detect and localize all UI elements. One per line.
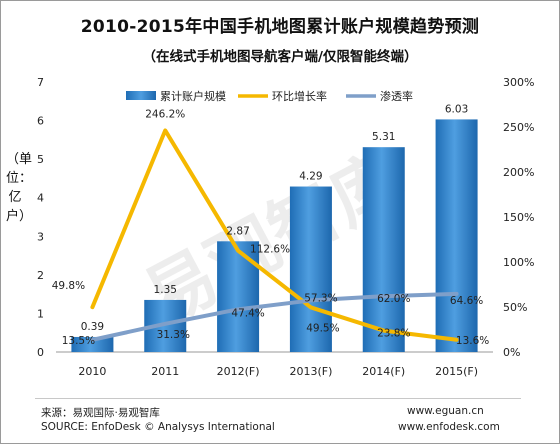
y2-tick-label: 300% <box>503 76 534 89</box>
source-cn: 来源：易观国际·易观智库 <box>41 407 160 419</box>
penetration-rate-label: 13.5% <box>62 335 95 347</box>
penetration-rate-label: 62.0% <box>377 293 410 305</box>
bar-value-label: 5.31 <box>372 131 395 143</box>
x-tick-label: 2012(F) <box>217 365 260 378</box>
growth-rate-label: 13.6% <box>456 335 489 347</box>
chart-subtitle: （在线式手机地图导航客户端/仅限智能终端） <box>142 49 418 65</box>
y-tick-label: 5 <box>37 153 44 166</box>
chart-title: 2010-2015年中国手机地图累计账户规模趋势预测 <box>80 17 480 37</box>
penetration-rate-label: 57.3% <box>304 292 337 304</box>
growth-rate-label: 49.8% <box>52 280 85 292</box>
y2-tick-label: 0% <box>503 346 520 359</box>
growth-rate-label: 112.6% <box>250 244 290 256</box>
legend-label-bar: 累计账户规模 <box>160 89 226 103</box>
bar-value-label: 6.03 <box>445 103 468 115</box>
bar <box>435 119 478 353</box>
x-tick-label: 2011 <box>151 365 179 378</box>
footer-url-enfodesk[interactable]: www.enfodesk.com <box>398 421 500 433</box>
penetration-rate-label: 47.4% <box>231 307 264 319</box>
source-en: SOURCE: EnfoDesk © Analysys Internationa… <box>41 421 275 433</box>
y-tick-label: 0 <box>37 346 44 359</box>
y-tick-label: 3 <box>37 230 44 243</box>
y-tick-label: 7 <box>37 76 44 89</box>
y-tick-label: 1 <box>37 307 44 320</box>
bar-value-label: 4.29 <box>299 171 322 183</box>
growth-rate-label: 246.2% <box>145 108 185 120</box>
growth-rate-label: 49.5% <box>306 322 339 334</box>
legend-label-penetration: 渗透率 <box>380 89 413 103</box>
footer-url-eguan[interactable]: www.eguan.cn <box>407 405 484 417</box>
x-tick-label: 2014(F) <box>362 365 405 378</box>
legend-label-growth: 环比增长率 <box>272 89 327 103</box>
bar <box>71 336 114 352</box>
growth-rate-label: 23.8% <box>377 328 410 340</box>
y2-tick-label: 100% <box>503 256 534 269</box>
bar-value-label: 1.35 <box>154 284 177 296</box>
footer-divider <box>35 398 521 399</box>
y-tick-label: 4 <box>37 192 44 205</box>
penetration-rate-label: 31.3% <box>157 329 190 341</box>
x-tick-label: 2010 <box>78 365 106 378</box>
y-tick-label: 2 <box>37 269 44 282</box>
bar-value-label: 2.87 <box>226 225 249 237</box>
legend-swatch-bar <box>126 91 156 100</box>
y2-tick-label: 250% <box>503 121 534 134</box>
y2-tick-label: 50% <box>503 301 527 314</box>
bar <box>289 186 332 352</box>
x-tick-label: 2013(F) <box>289 365 332 378</box>
bar <box>217 241 260 352</box>
penetration-rate-line <box>90 291 459 342</box>
x-tick-label: 2015(F) <box>435 365 478 378</box>
y-tick-label: 6 <box>37 115 44 128</box>
penetration-rate-label: 64.6% <box>450 295 483 307</box>
bar <box>362 147 405 352</box>
growth-rate-line <box>90 128 459 342</box>
bar-value-label: 0.39 <box>81 321 104 333</box>
y2-tick-label: 150% <box>503 211 534 224</box>
y2-tick-label: 200% <box>503 166 534 179</box>
